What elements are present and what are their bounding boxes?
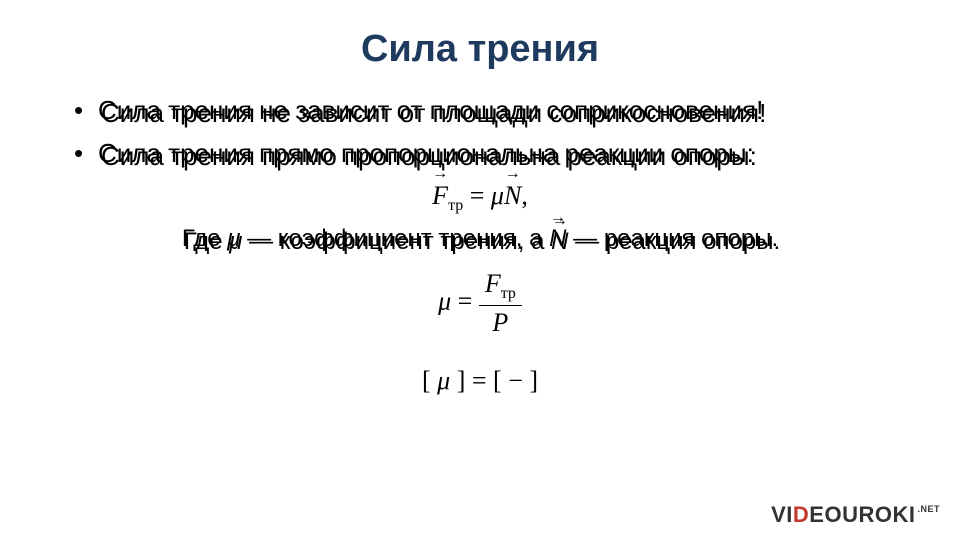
mu-lhs: μ	[438, 287, 451, 316]
expl-n: N	[549, 225, 566, 252]
logo-post: EOUROKI	[809, 502, 915, 527]
formula-mu: μ = Fтр P	[70, 267, 890, 340]
videouroki-logo: VIDEOUROKI.NET	[771, 502, 940, 528]
formula-dimension: [ μ ] = [ − ]	[70, 366, 890, 396]
mu-symbol: μ	[491, 181, 504, 210]
vector-arrow-icon: →	[549, 213, 566, 223]
formula-tail: ,	[521, 181, 528, 210]
dim-dash: −	[508, 366, 523, 395]
expl-mu: μ	[227, 225, 240, 252]
bullet-1-text: Сила трения не зависит от площади соприк…	[98, 95, 763, 125]
expl-mid: — коэффициент трения, а	[240, 225, 549, 252]
content-area: Сила трения не зависит от площади соприк…	[0, 71, 960, 396]
bullet-2-text: Сила трения прямо пропорциональна реакци…	[98, 138, 754, 168]
logo-pre: VI	[771, 502, 793, 527]
vector-arrow-icon: →	[504, 169, 521, 179]
expl-post: — реакция опоры.	[566, 225, 778, 252]
bullet-1: Сила трения не зависит от площади соприк…	[70, 95, 890, 126]
n-symbol: N	[504, 181, 521, 210]
explanation-line: Где μ — коэффициент трения, а →N — реакц…	[70, 225, 890, 253]
logo-net: .NET	[917, 504, 940, 514]
frac-den: P	[479, 306, 522, 340]
formula-main: → F тр = μ → N ,	[70, 181, 890, 215]
slide-title: Сила трения	[0, 0, 960, 71]
frac-num-f: F	[485, 269, 501, 298]
f-symbol: F	[432, 181, 448, 210]
vector-arrow-icon: →	[432, 169, 448, 179]
dim-mid: ] = [	[450, 366, 508, 395]
bullet-2: Сила трения прямо пропорциональна реакци…	[70, 138, 890, 169]
f-subscript: тр	[448, 197, 463, 214]
expl-pre: Где	[182, 225, 227, 252]
dim-close: ]	[523, 366, 538, 395]
logo-d: D	[793, 502, 809, 527]
frac-num-sub: тр	[501, 285, 516, 302]
dim-mu: μ	[437, 366, 450, 395]
dim-open: [	[422, 366, 437, 395]
